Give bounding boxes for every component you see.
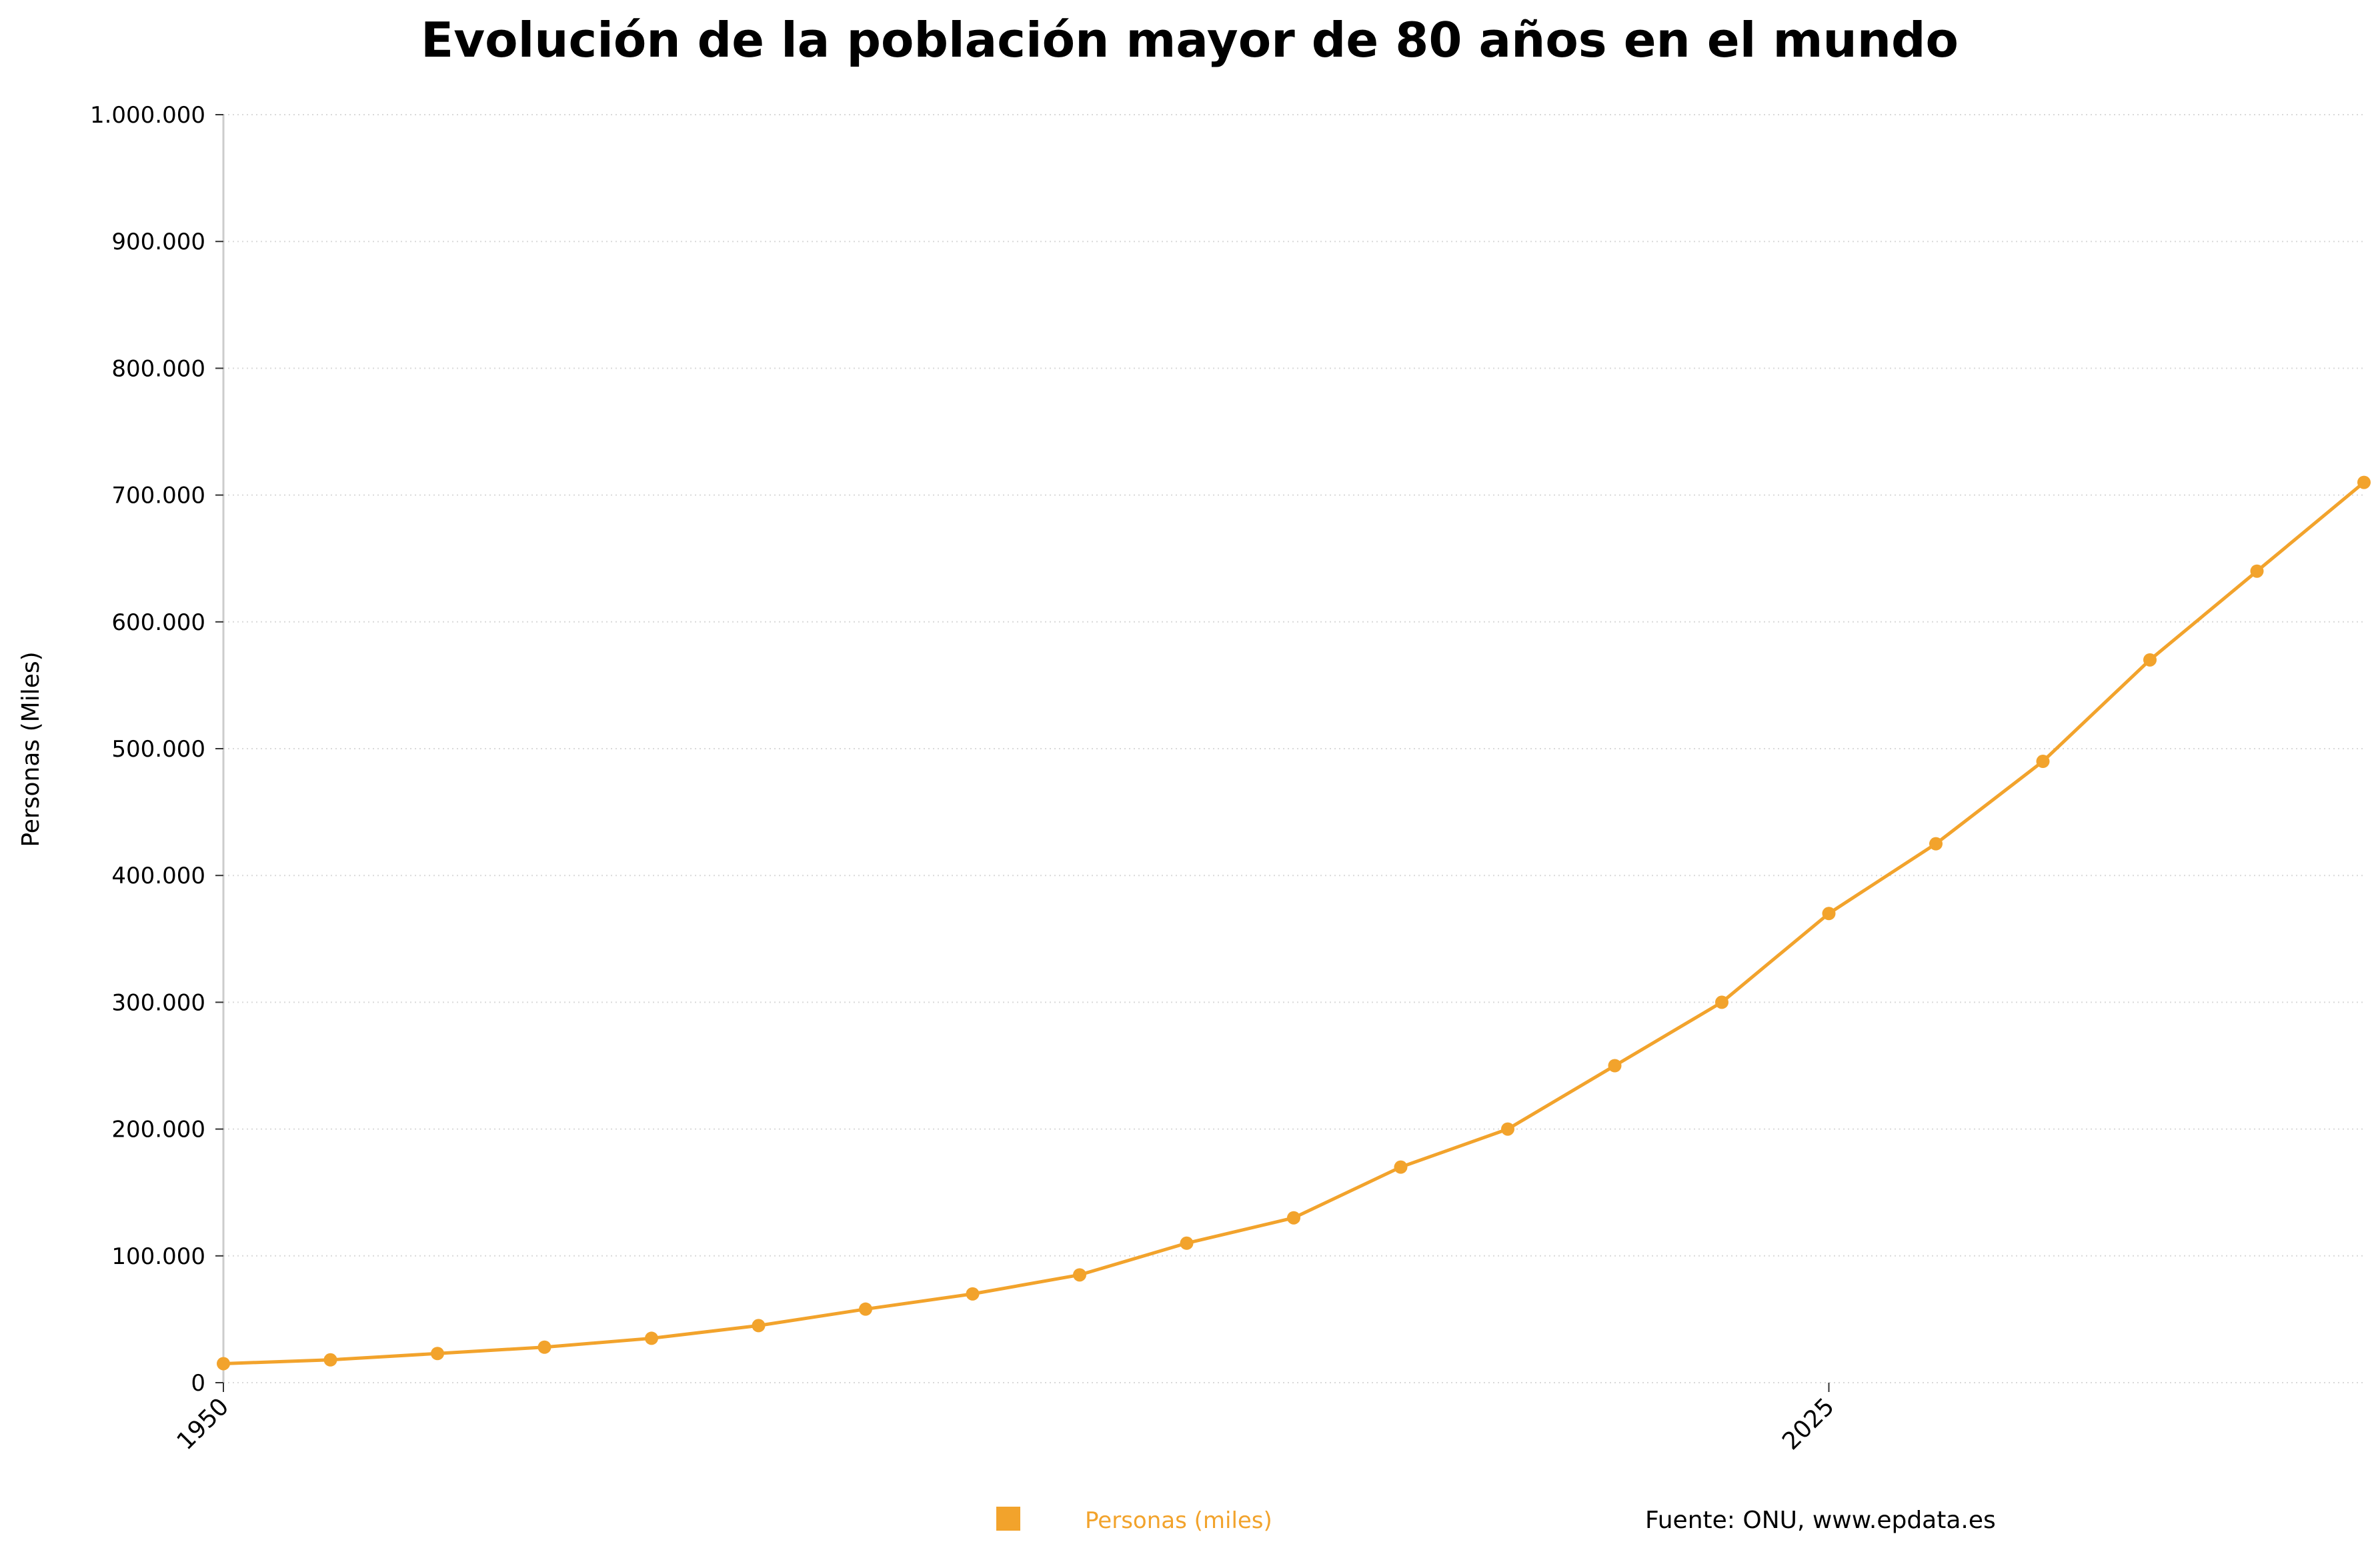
y-tick-label: 1.000.000: [90, 102, 205, 129]
grid-lines: [223, 114, 2364, 1383]
data-point: [1180, 1236, 1194, 1250]
data-point: [323, 1353, 337, 1367]
data-point: [217, 1357, 230, 1371]
y-tick-label: 200.000: [111, 1117, 205, 1143]
legend-label-personas: Personas (miles): [1085, 1507, 1272, 1534]
data-point: [645, 1331, 658, 1345]
source-note: Fuente: ONU, www.epdata.es: [1645, 1507, 1996, 1534]
y-axis-label: Personas (Miles): [17, 651, 45, 847]
y-tick-label: 300.000: [111, 989, 205, 1016]
data-point: [1929, 837, 1943, 851]
data-point: [1715, 995, 1728, 1009]
y-tick-label: 500.000: [111, 736, 205, 763]
x-tick-label: 1950: [172, 1393, 235, 1455]
series-group: [217, 475, 2371, 1371]
x-tick-label: 2025: [1777, 1393, 1840, 1455]
data-point: [1287, 1211, 1300, 1225]
chart-title: Evolución de la población mayor de 80 añ…: [421, 12, 1959, 68]
y-tick-label: 0: [191, 1370, 205, 1397]
data-point: [1608, 1059, 1622, 1073]
data-point: [966, 1287, 980, 1301]
y-tick-label: 400.000: [111, 863, 205, 889]
data-point: [1073, 1268, 1086, 1282]
y-tick-label: 900.000: [111, 229, 205, 255]
x-axis-ticks: 1950 2025: [172, 1383, 1840, 1455]
legend-swatch: [996, 1507, 1020, 1531]
data-point: [1394, 1160, 1408, 1174]
data-point: [2250, 564, 2264, 578]
data-point: [859, 1302, 872, 1316]
data-point: [2357, 475, 2371, 489]
y-axis-ticks: 0 100.000 200.000 300.000 400.000 500.000 600.…: [90, 102, 223, 1397]
series-line: [223, 481, 2365, 1365]
legend: Personas (miles): [996, 1507, 1272, 1534]
y-tick-label: 600.000: [111, 609, 205, 636]
data-point: [431, 1347, 444, 1361]
data-point: [2143, 653, 2157, 667]
y-tick-label: 100.000: [111, 1243, 205, 1270]
y-tick-label: 700.000: [111, 483, 205, 509]
y-tick-label: 800.000: [111, 355, 205, 382]
data-point: [752, 1319, 766, 1333]
data-point: [537, 1340, 551, 1354]
data-point: [1501, 1122, 1514, 1136]
data-point: [2036, 755, 2050, 769]
data-point: [1822, 907, 1836, 921]
